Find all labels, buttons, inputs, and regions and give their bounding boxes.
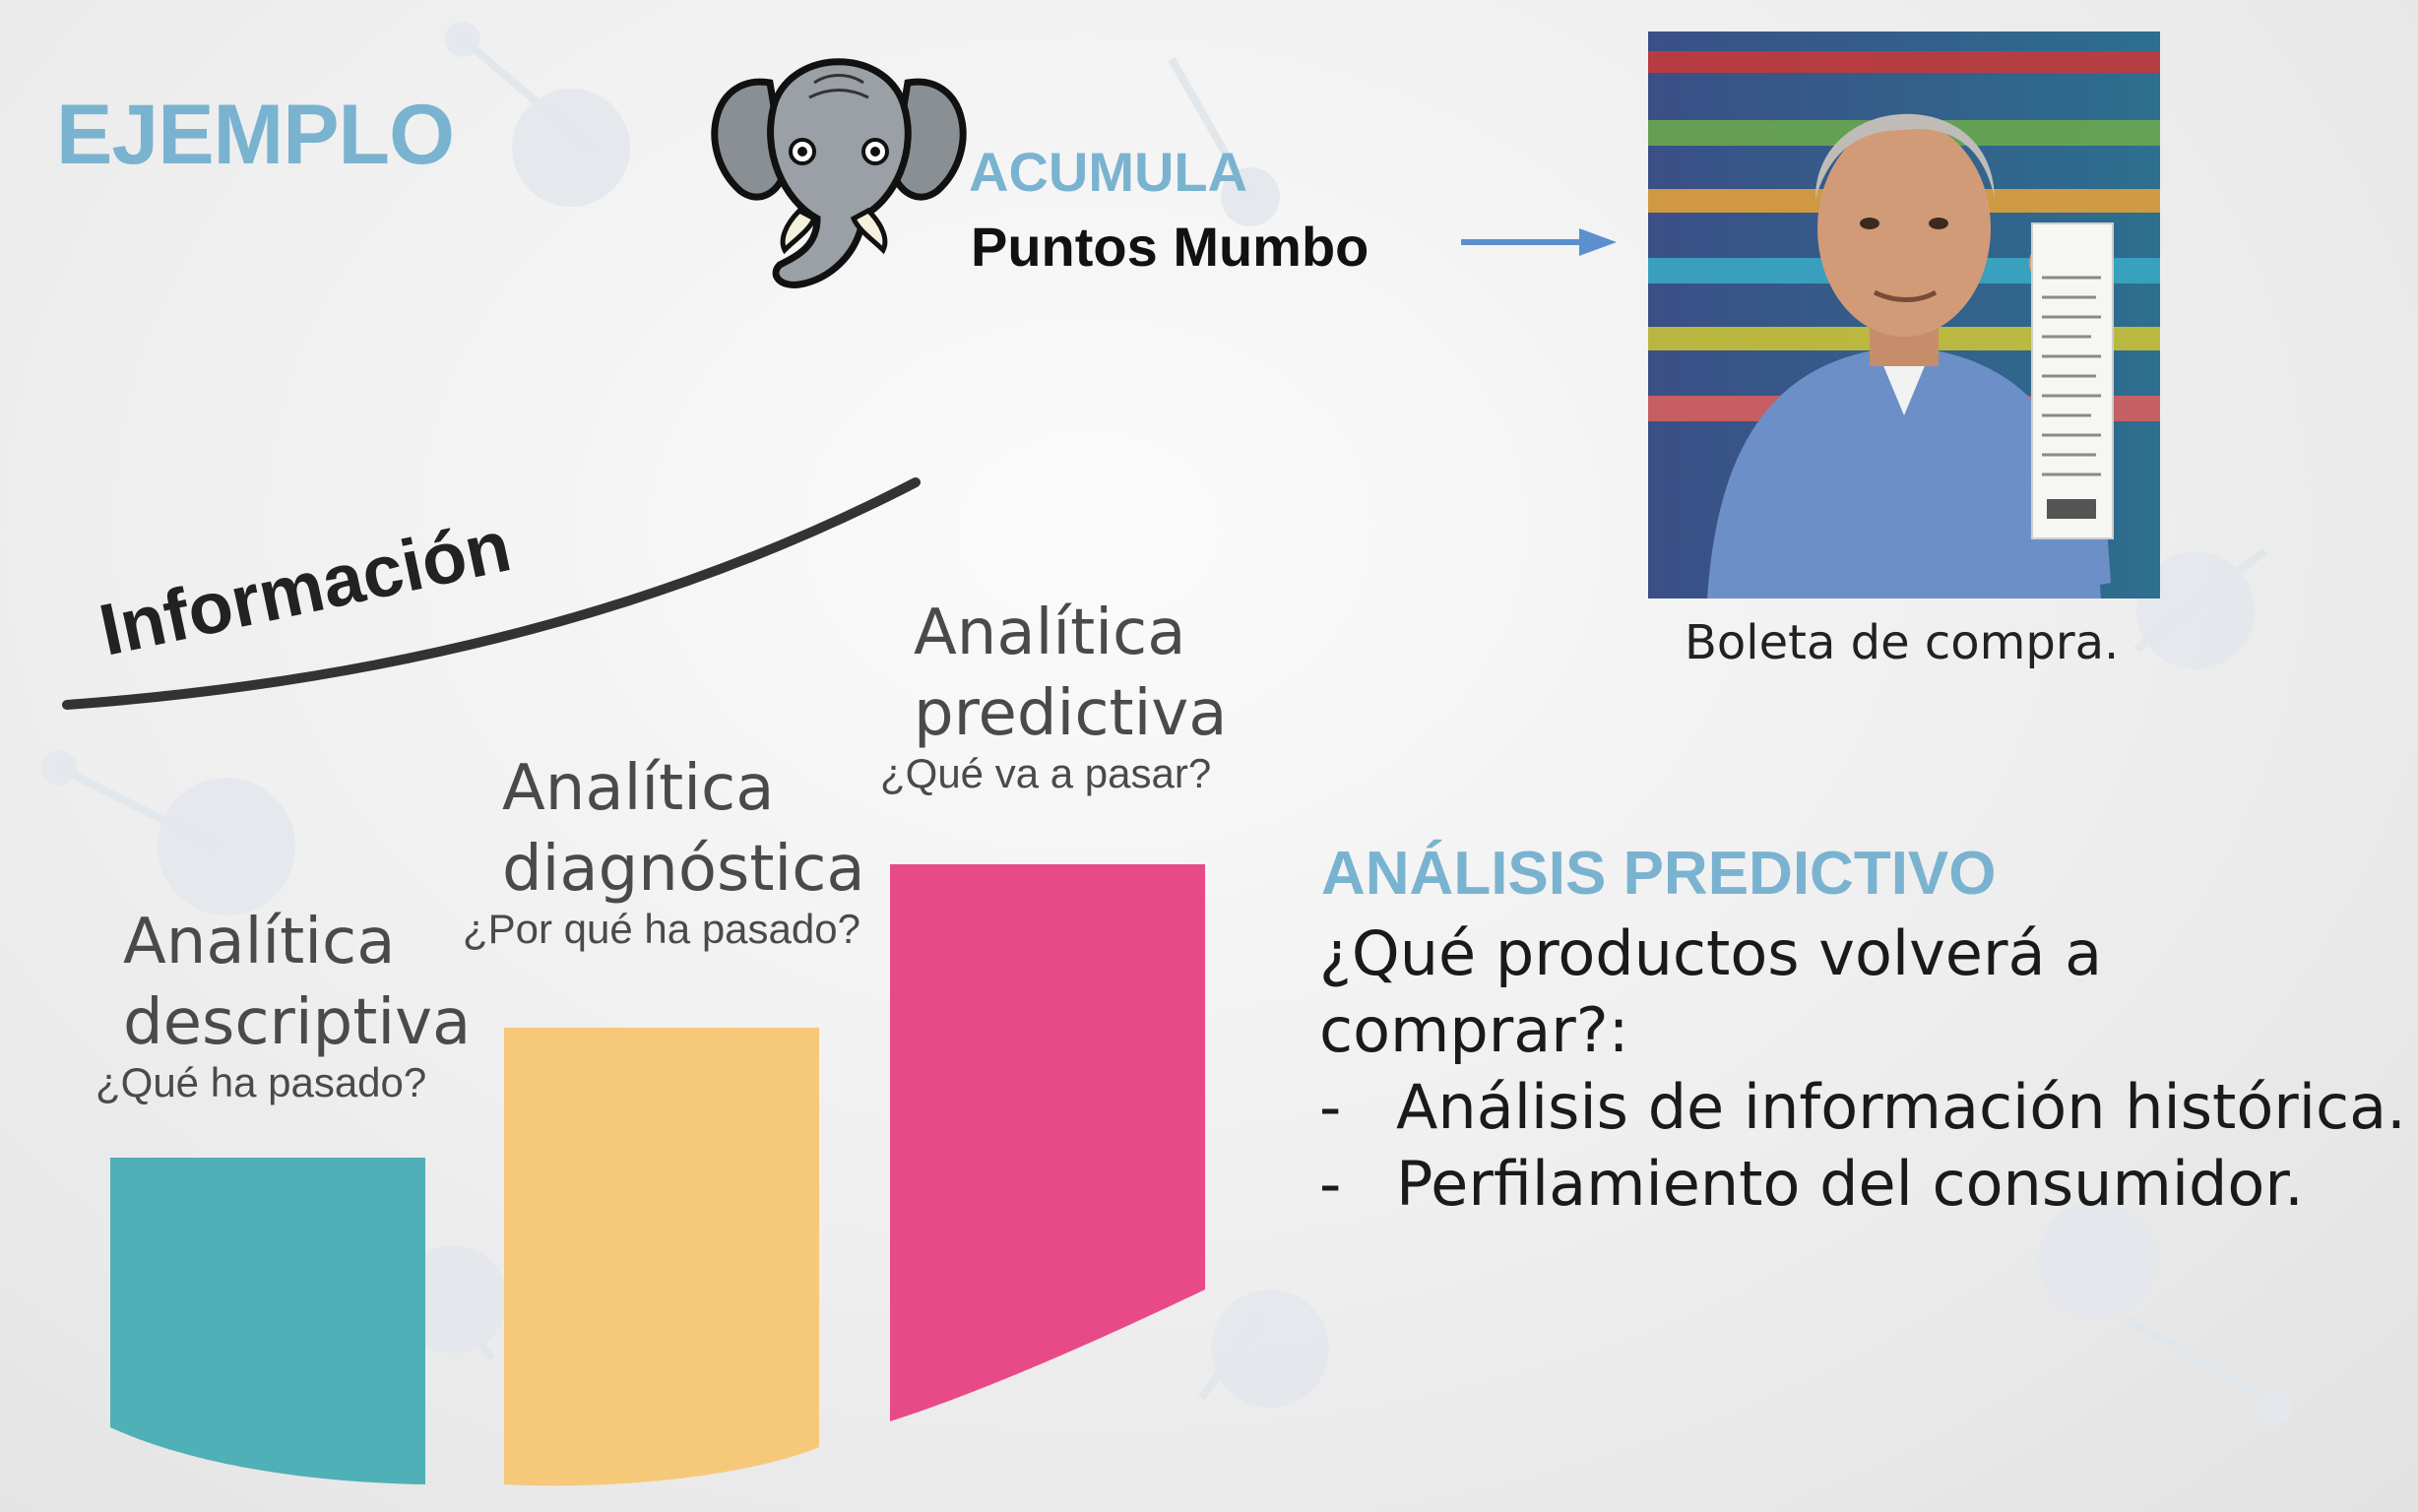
stage-question: ¿Por qué ha pasado?	[463, 906, 860, 952]
header-acumula: ACUMULA	[969, 141, 1248, 203]
bullet-text: Análisis de información histórica.	[1396, 1071, 2406, 1143]
header-puntos-mumbo: Puntos Mumbo	[971, 216, 1369, 278]
stage-title-line2: predictiva	[914, 677, 1228, 750]
stage-diagnostic: Analítica diagnóstica ¿Por qué ha pasado…	[463, 748, 865, 953]
analysis-question-line1: ¿Qué productos volverá a	[1319, 917, 2103, 989]
stage-descriptive: Analítica descriptiva ¿Qué ha pasado?	[95, 902, 472, 1106]
photo-caption: Boleta de compra.	[1685, 615, 2120, 670]
elephant-mascot-icon	[711, 58, 967, 288]
man-holding-receipt-photo	[1648, 32, 2160, 598]
bullet-marker: -	[1319, 1071, 1342, 1143]
stage-title-line2: diagnóstica	[502, 833, 865, 906]
stage-title-line2: descriptiva	[123, 986, 472, 1059]
stage-title-line1: Analítica	[502, 752, 775, 825]
analysis-title: ANÁLISIS PREDICTIVO	[1321, 840, 1997, 908]
stage-question: ¿Qué va a pasar?	[880, 750, 1212, 796]
stage-title-line1: Analítica	[914, 597, 1186, 669]
bullet-marker: -	[1319, 1148, 1342, 1220]
bullet-text: Perfilamiento del consumidor.	[1396, 1148, 2304, 1220]
arrow-right-icon	[1461, 228, 1617, 256]
analysis-bullet: - Perfilamiento del consumidor.	[1319, 1146, 2406, 1223]
analysis-bullet: - Análisis de información histórica.	[1319, 1069, 2406, 1146]
stage-predictive: Analítica predictiva ¿Qué va a pasar?	[880, 593, 1228, 797]
information-curve: Información	[62, 477, 921, 710]
stage-question: ¿Qué ha pasado?	[95, 1059, 427, 1105]
stage-title-line1: Analítica	[123, 906, 396, 978]
analysis-body: ¿Qué productos volverá a comprar?: - Anál…	[1319, 915, 2406, 1223]
analysis-question-line2: comprar?:	[1319, 994, 1629, 1066]
slide-title: EJEMPLO	[56, 88, 455, 182]
